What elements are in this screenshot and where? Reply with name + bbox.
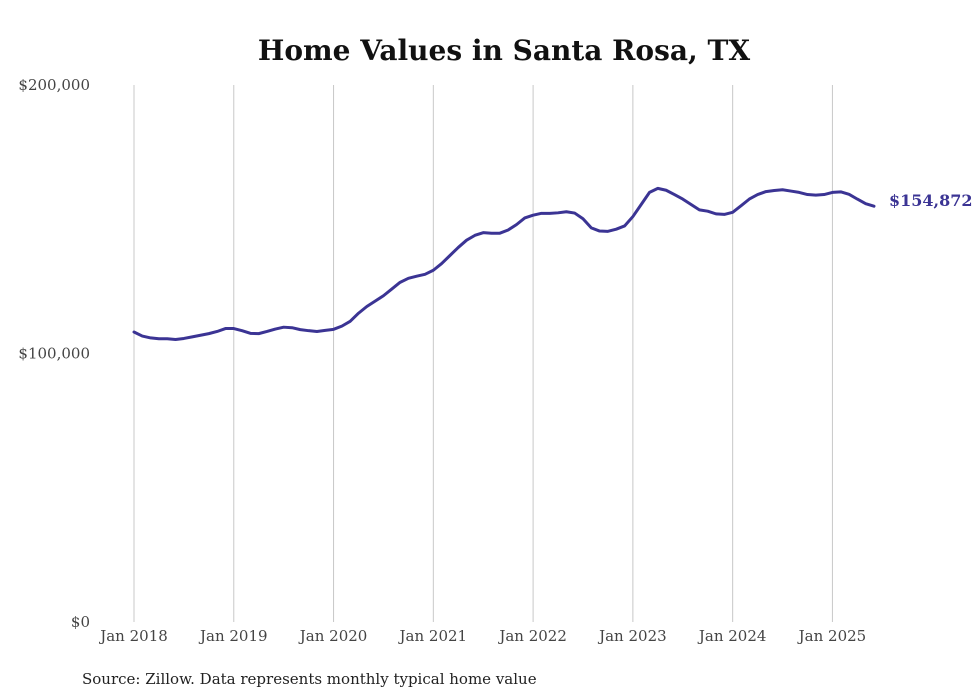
x-tick-label: Jan 2019 [198, 627, 268, 645]
end-value-label: $154,872 [889, 191, 973, 210]
y-tick-label: $0 [71, 613, 90, 631]
x-tick-label: Jan 2018 [98, 627, 168, 645]
x-tick-label: Jan 2022 [497, 627, 567, 645]
x-axis-tick-labels: Jan 2018 Jan 2019 Jan 2020 Jan 2021 Jan 2022… [98, 627, 866, 645]
source-note: Source: Zillow. Data represents monthly … [82, 670, 537, 688]
y-tick-label: $200,000 [18, 76, 90, 94]
x-tick-label: Jan 2021 [398, 627, 468, 645]
x-tick-label: Jan 2020 [298, 627, 368, 645]
x-tick-label: Jan 2024 [697, 627, 767, 645]
series-line [132, 186, 876, 342]
gridlines [133, 85, 833, 622]
y-tick-label: $100,000 [18, 345, 90, 363]
x-tick-label: Jan 2025 [797, 627, 867, 645]
series-layer [132, 186, 876, 342]
x-tick-label: Jan 2023 [597, 627, 667, 645]
y-axis-tick-labels: $0 $100,000 $200,000 [18, 76, 90, 631]
chart-title: Home Values in Santa Rosa, TX [258, 34, 750, 67]
